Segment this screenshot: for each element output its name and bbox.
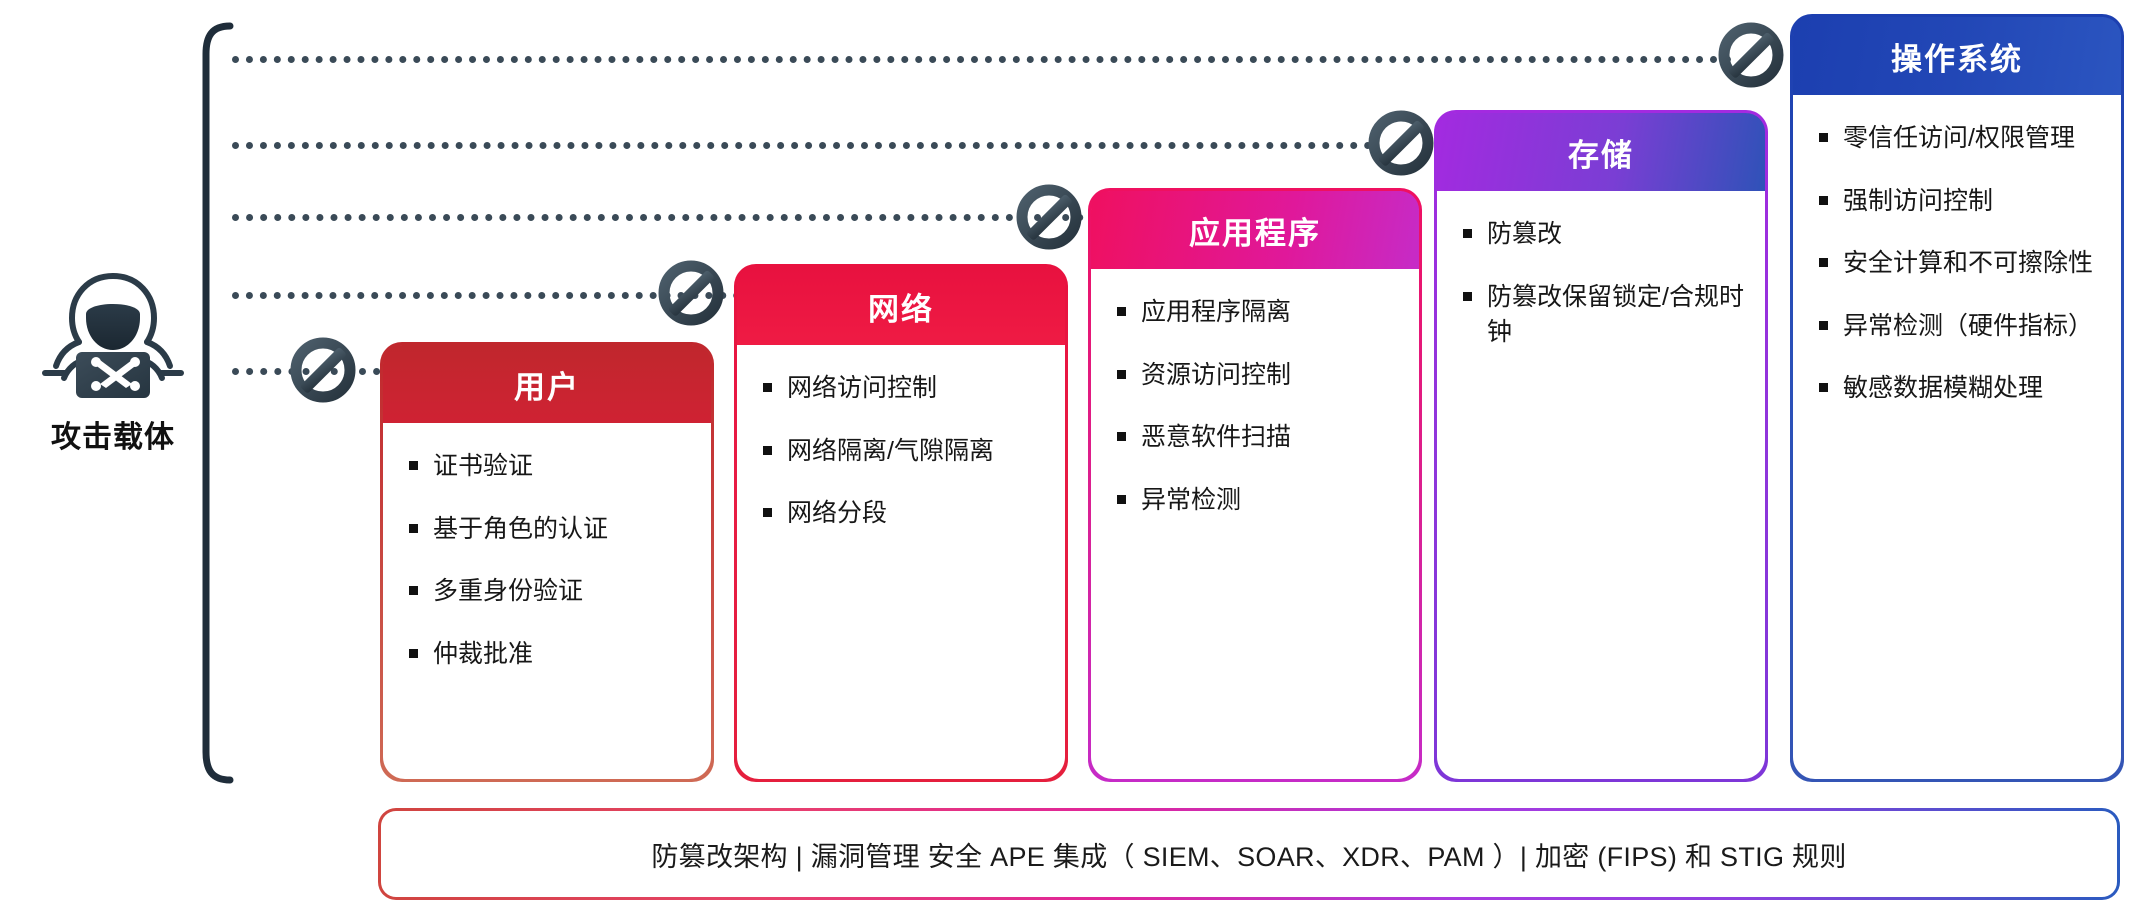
pillar-card-operating-system[interactable]: 操作系统 零信任访问/权限管理 强制访问控制 安全计算和不可擦除性 异常检测（硬… [1790,14,2124,782]
pillar-title: 应用程序 [1189,215,1321,251]
pillar-card-network-inner: 网络 网络访问控制 网络隔离/气隙隔离 网络分段 [737,267,1065,779]
no-entry-icon [1368,110,1434,176]
pillar-card-operating-system-header: 操作系统 [1793,17,2121,95]
pillar-card-network-body: 网络访问控制 网络隔离/气隙隔离 网络分段 [737,345,1065,779]
pillar-item-list: 防篡改 防篡改保留锁定/合规时钟 [1461,217,1747,351]
list-item: 仲裁批准 [407,637,693,673]
attack-line-storage [232,142,1372,149]
no-entry-icon [290,337,356,403]
pillar-title: 用户 [514,369,580,405]
pillar-card-user-body: 证书验证 基于角色的认证 多重身份验证 仲裁批准 [383,423,711,779]
pillar-card-network[interactable]: 网络 网络访问控制 网络隔离/气隙隔离 网络分段 [734,264,1068,782]
foundation-banner[interactable]: 防篡改架构 | 漏洞管理 安全 APE 集成（ SIEM、SOAR、XDR、PA… [378,808,2120,900]
list-item: 证书验证 [407,449,693,485]
pillar-card-storage-header: 存储 [1437,113,1765,191]
list-item: 强制访问控制 [1817,184,2103,220]
pillar-title: 网络 [868,291,934,327]
list-item: 网络访问控制 [761,371,1047,407]
pillar-card-storage-inner: 存储 防篡改 防篡改保留锁定/合规时钟 [1437,113,1765,779]
pillar-card-operating-system-inner: 操作系统 零信任访问/权限管理 强制访问控制 安全计算和不可擦除性 异常检测（硬… [1793,17,2121,779]
no-entry-icon [1016,184,1082,250]
pillar-item-list: 应用程序隔离 资源访问控制 恶意软件扫描 异常检测 [1115,295,1401,518]
list-item: 零信任访问/权限管理 [1817,121,2103,157]
pillar-card-application-inner: 应用程序 应用程序隔离 资源访问控制 恶意软件扫描 异常检测 [1091,191,1419,779]
list-item: 安全计算和不可擦除性 [1817,246,2103,282]
pillar-card-operating-system-body: 零信任访问/权限管理 强制访问控制 安全计算和不可擦除性 异常检测（硬件指标） … [1793,95,2121,779]
pillar-card-user[interactable]: 用户 证书验证 基于角色的认证 多重身份验证 仲裁批准 [380,342,714,782]
foundation-banner-inner: 防篡改架构 | 漏洞管理 安全 APE 集成（ SIEM、SOAR、XDR、PA… [381,811,2117,897]
pillar-card-user-inner: 用户 证书验证 基于角色的认证 多重身份验证 仲裁批准 [383,345,711,779]
hacker-icon [42,273,184,398]
pillar-item-list: 零信任访问/权限管理 强制访问控制 安全计算和不可擦除性 异常检测（硬件指标） … [1817,121,2103,407]
pillar-card-application[interactable]: 应用程序 应用程序隔离 资源访问控制 恶意软件扫描 异常检测 [1088,188,1422,782]
pillar-card-user-header: 用户 [383,345,711,423]
pillar-card-storage[interactable]: 存储 防篡改 防篡改保留锁定/合规时钟 [1434,110,1768,782]
list-item: 应用程序隔离 [1115,295,1401,331]
list-item: 防篡改 [1461,217,1747,253]
list-item: 异常检测 [1115,483,1401,519]
list-item: 异常检测（硬件指标） [1817,309,2103,345]
pillar-title: 操作系统 [1891,41,2023,77]
attack-vector-label: 攻击载体 [51,421,175,454]
pillar-card-application-body: 应用程序隔离 资源访问控制 恶意软件扫描 异常检测 [1091,269,1419,779]
no-entry-icon [1718,22,1784,88]
list-item: 网络分段 [761,496,1047,532]
pillar-title: 存储 [1568,137,1634,173]
list-item: 多重身份验证 [407,574,693,610]
attack-line-os [232,56,1732,63]
attack-surface-bracket [202,22,234,784]
list-item: 网络隔离/气隙隔离 [761,434,1047,470]
no-entry-icon [658,260,724,326]
pillar-card-network-header: 网络 [737,267,1065,345]
attack-vector-group: 攻击载体 [28,270,198,456]
pillar-card-application-header: 应用程序 [1091,191,1419,269]
pillar-item-list: 网络访问控制 网络隔离/气隙隔离 网络分段 [761,371,1047,532]
list-item: 基于角色的认证 [407,512,693,548]
foundation-banner-text: 防篡改架构 | 漏洞管理 安全 APE 集成（ SIEM、SOAR、XDR、PA… [651,841,1847,872]
list-item: 防篡改保留锁定/合规时钟 [1461,280,1745,351]
attack-line-application [232,214,1112,221]
list-item: 恶意软件扫描 [1115,420,1401,456]
pillar-card-storage-body: 防篡改 防篡改保留锁定/合规时钟 [1437,191,1765,779]
list-item: 资源访问控制 [1115,358,1401,394]
attack-line-network [232,292,852,299]
pillar-item-list: 证书验证 基于角色的认证 多重身份验证 仲裁批准 [407,449,693,672]
list-item: 敏感数据模糊处理 [1817,371,2103,407]
